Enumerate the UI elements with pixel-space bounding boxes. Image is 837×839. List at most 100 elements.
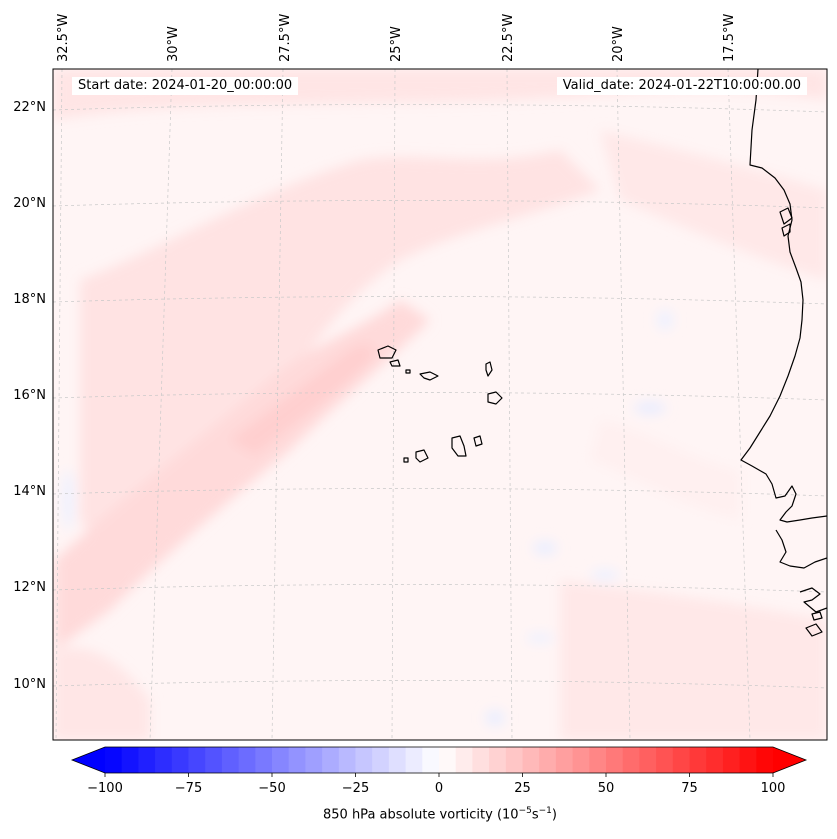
colorbar-swatch <box>255 747 273 773</box>
colorbar-title-close: ) <box>551 807 557 823</box>
colorbar-swatch <box>706 747 724 773</box>
senegal-gambia-coast <box>775 529 827 569</box>
lat-label: 20°N <box>13 196 46 211</box>
lon-label: 30°W <box>166 26 181 62</box>
colorbar-swatch <box>555 747 574 773</box>
colorbar-swatch <box>455 747 473 773</box>
colorbar-swatch <box>505 747 524 773</box>
colorbar-tick-label: 50 <box>598 781 615 796</box>
lon-label: 32.5°W <box>56 14 71 62</box>
colorbar-swatch <box>589 747 607 773</box>
colorbar-swatch <box>739 747 757 773</box>
colorbar-swatch <box>238 747 256 773</box>
colorbar-ticks: −100 −75 −50 −25 0 25 50 75 100 <box>87 773 785 796</box>
colorbar-swatch <box>572 747 590 773</box>
lon-label: 25°W <box>389 26 404 62</box>
lat-label: 22°N <box>13 100 46 115</box>
colorbar-swatch <box>155 747 173 773</box>
lon-label: 22.5°W <box>501 14 516 62</box>
colorbar-swatch <box>656 747 674 773</box>
colorbar-swatches <box>105 747 774 773</box>
lon-label: 17.5°W <box>722 14 737 62</box>
colorbar-tick-label: 25 <box>514 781 531 796</box>
colorbar-title-exponent: −5 <box>518 806 532 816</box>
colorbar-swatch <box>756 747 774 773</box>
lat-label: 14°N <box>13 484 46 499</box>
guinea-bissau-coast <box>799 587 827 613</box>
colorbar-tick-label: −50 <box>258 781 285 796</box>
map-frame <box>52 68 828 741</box>
colorbar-swatch <box>372 747 390 773</box>
colorbar-swatch <box>288 747 306 773</box>
colorbar-tick-label: −25 <box>342 781 369 796</box>
colorbar-swatch <box>322 747 340 773</box>
colorbar-swatch <box>138 747 156 773</box>
colorbar-tick-label: 0 <box>435 781 443 796</box>
colorbar-swatch <box>221 747 240 773</box>
colorbar-swatch <box>439 747 457 773</box>
colorbar-title: 850 hPa absolute vorticity (10−5s−1) <box>0 806 837 822</box>
sao-nicolau-island <box>419 371 439 381</box>
lat-label: 16°N <box>13 388 46 403</box>
colorbar-swatch <box>639 747 657 773</box>
colorbar-swatch <box>272 747 290 773</box>
bijagos-islands <box>805 611 823 637</box>
longitude-labels: 32.5°W 30°W 27.5°W 25°W 22.5°W 20°W 17.5… <box>56 14 737 62</box>
colorbar-swatch <box>355 747 373 773</box>
colorbar-low-extension <box>72 747 105 773</box>
valid-date-label: Valid_date: 2024-01-22T10:00:00.00 <box>556 77 807 95</box>
colorbar-tick-label: 100 <box>761 781 786 796</box>
lon-label: 27.5°W <box>278 14 293 62</box>
west-africa-coast <box>740 69 827 523</box>
colorbar-swatch <box>188 747 206 773</box>
lat-label: 18°N <box>13 292 46 307</box>
colorbar-swatch <box>305 747 323 773</box>
santa-luzia-island <box>405 369 411 374</box>
colorbar-swatch <box>422 747 440 773</box>
start-date-label: Start date: 2024-01-20_00:00:00 <box>72 77 299 95</box>
colorbar-swatch <box>522 747 540 773</box>
gridlines <box>53 69 827 740</box>
boa-vista-island <box>487 391 503 405</box>
sal-island <box>485 361 493 377</box>
colorbar-swatch <box>121 747 139 773</box>
colorbar: −100 −75 −50 −25 0 25 50 75 100 <box>70 746 808 796</box>
colorbar-swatch <box>105 747 123 773</box>
maio-island <box>473 435 483 447</box>
colorbar-swatch <box>539 747 557 773</box>
colorbar-swatch <box>388 747 407 773</box>
coast-island-b <box>781 223 791 237</box>
santo-antao-island <box>377 345 397 359</box>
colorbar-swatch <box>171 747 190 773</box>
colorbar-swatch <box>489 747 507 773</box>
lat-label: 10°N <box>13 677 46 692</box>
colorbar-tick-label: −100 <box>87 781 123 796</box>
colorbar-swatch <box>689 747 707 773</box>
fogo-island <box>415 449 429 463</box>
cape-verde-islands <box>377 345 503 463</box>
colorbar-title-exponent: −1 <box>538 806 552 816</box>
colorbar-swatch <box>606 747 624 773</box>
brava-island <box>403 457 409 463</box>
coastline <box>740 69 827 637</box>
colorbar-tick-label: −75 <box>175 781 202 796</box>
vorticity-field <box>53 69 827 740</box>
colorbar-swatch <box>338 747 357 773</box>
lon-label: 20°W <box>611 26 626 62</box>
santiago-island <box>451 435 467 457</box>
colorbar-swatch <box>472 747 490 773</box>
colorbar-swatch <box>405 747 423 773</box>
lat-label: 12°N <box>13 580 46 595</box>
colorbar-title-main: 850 hPa absolute vorticity (10 <box>323 807 519 823</box>
sao-vicente-island <box>389 359 401 367</box>
colorbar-tick-label: 75 <box>681 781 698 796</box>
colorbar-high-extension <box>773 747 806 773</box>
colorbar-title-unit: s <box>531 807 539 823</box>
colorbar-swatch <box>672 747 691 773</box>
colorbar-swatch <box>722 747 741 773</box>
coast-island-a <box>779 207 793 225</box>
colorbar-swatch <box>205 747 223 773</box>
colorbar-swatch <box>622 747 640 773</box>
latitude-labels: 22°N 20°N 18°N 16°N 14°N 12°N 10°N <box>13 100 46 692</box>
